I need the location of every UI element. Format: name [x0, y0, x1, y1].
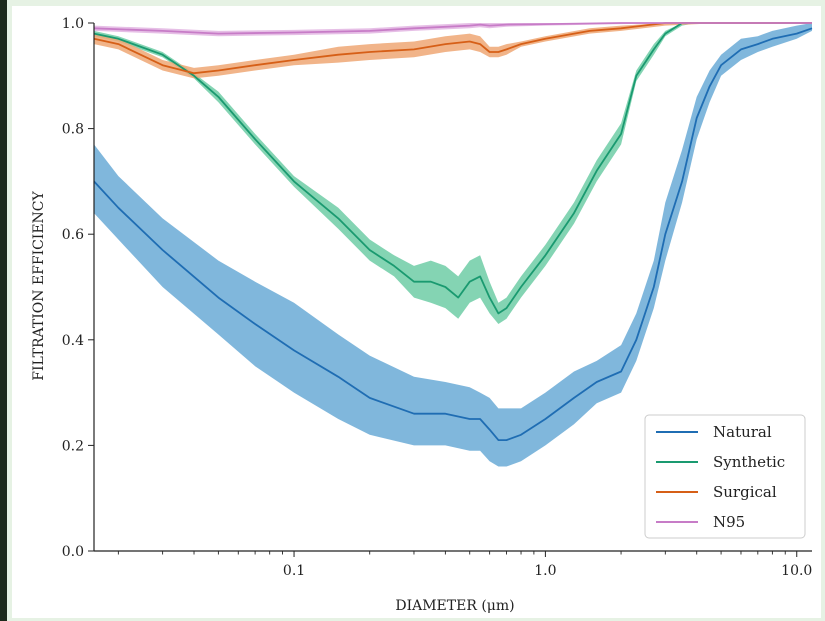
x-tick-label: 1.0: [534, 563, 556, 579]
y-tick-label: 0.2: [62, 438, 84, 454]
y-tick-label: 0.8: [62, 122, 84, 138]
legend-label-synthetic: Synthetic: [713, 453, 785, 471]
legend-label-natural: Natural: [713, 423, 772, 441]
legend-label-surgical: Surgical: [713, 483, 777, 501]
x-tick-label: 10.0: [781, 563, 812, 579]
y-tick-label: 0.4: [62, 333, 84, 349]
legend: Natural Synthetic Surgical N95: [645, 415, 805, 538]
y-axis-label: FILTRATION EFFICIENCY: [31, 190, 47, 380]
natural-confidence-band: [94, 23, 812, 467]
y-axis-ticks: 0.0 0.2 0.4 0.6 0.8 1.0: [62, 16, 94, 560]
legend-label-n95: N95: [713, 513, 745, 531]
x-axis-ticks: 0.1 1.0 10.0: [118, 551, 812, 579]
y-tick-label: 0.0: [62, 544, 84, 560]
confidence-bands: [94, 23, 812, 467]
x-axis-label: DIAMETER (μm): [395, 598, 514, 614]
y-tick-label: 1.0: [62, 16, 84, 32]
x-tick-label: 0.1: [283, 563, 305, 579]
n95-confidence-band: [94, 23, 812, 36]
y-tick-label: 0.6: [62, 227, 84, 243]
